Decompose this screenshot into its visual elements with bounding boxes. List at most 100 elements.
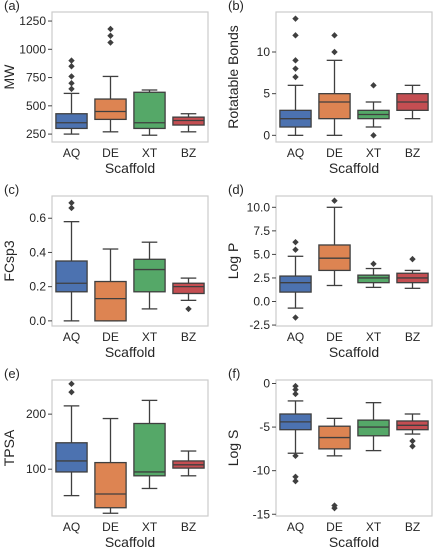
outlier-point xyxy=(107,39,114,46)
y-tick-label: 5.0 xyxy=(253,247,270,261)
y-tick-label: 0 xyxy=(263,128,270,142)
box-bz xyxy=(396,255,429,289)
y-tick-label: 200 xyxy=(26,407,46,421)
outlier-point xyxy=(409,443,416,450)
plot-frame xyxy=(275,11,433,143)
x-tick-label: XT xyxy=(142,146,158,160)
box-iqr xyxy=(55,113,88,130)
plot-frame xyxy=(51,379,209,517)
box-bz xyxy=(396,413,429,450)
x-tick-label: XT xyxy=(142,520,158,534)
outlier-point xyxy=(68,73,75,80)
box-iqr xyxy=(279,275,312,293)
y-tick-label: 0.0 xyxy=(29,314,46,328)
y-tick-label: 5 xyxy=(263,87,270,101)
box-iqr xyxy=(133,258,166,293)
y-tick-label: -10 xyxy=(253,464,271,478)
outlier-point xyxy=(292,386,299,393)
outlier-point xyxy=(292,473,299,480)
outlier-point xyxy=(409,437,416,445)
panel-label: (a) xyxy=(4,0,20,13)
outlier-point xyxy=(331,48,338,56)
x-tick-label: XT xyxy=(142,330,158,344)
y-tick-label: 10 xyxy=(257,45,271,59)
y-tick-label: 2.5 xyxy=(253,271,270,285)
box-de xyxy=(94,417,127,514)
x-axis-label: Scaffold xyxy=(105,534,155,550)
x-tick-label: BZ xyxy=(405,330,420,344)
x-tick-label: AQ xyxy=(63,330,80,344)
plot-frame xyxy=(275,195,433,327)
box-iqr xyxy=(357,419,390,437)
x-tick-label: DE xyxy=(102,520,119,534)
box-iqr xyxy=(55,260,88,293)
outlier-point xyxy=(292,246,299,253)
box-de xyxy=(318,32,351,136)
box-aq xyxy=(279,382,312,485)
y-tick-label: 0.2 xyxy=(29,280,46,294)
panel-3: (c) 0.0 0.2 0.4 0.6 FCsp3 AQ DE XT BZ Scaffold xyxy=(1,182,209,360)
x-axis-label: Scaffold xyxy=(329,534,379,550)
y-tick-label: -2.5 xyxy=(249,318,270,332)
plot-frame xyxy=(51,11,209,143)
box-iqr xyxy=(55,442,88,473)
box-de xyxy=(94,25,127,133)
y-tick-label: 250 xyxy=(26,127,46,141)
y-axis-label: Rotatable Bonds xyxy=(225,25,241,129)
box-aq xyxy=(55,57,88,135)
box-iqr xyxy=(94,280,127,322)
box-de xyxy=(318,197,351,287)
x-tick-label: XT xyxy=(366,146,382,160)
outlier-point xyxy=(68,63,75,70)
box-aq xyxy=(279,238,312,321)
box-xt xyxy=(357,402,390,452)
panel-label: (c) xyxy=(4,182,19,197)
box-xt xyxy=(133,399,166,490)
y-tick-label: 10.0 xyxy=(247,200,271,214)
panel-label: (d) xyxy=(228,182,244,197)
outlier-point xyxy=(68,380,75,388)
box-xt xyxy=(133,241,166,310)
y-tick-label: 0.0 xyxy=(253,295,270,309)
y-tick-label: 0.4 xyxy=(29,245,46,259)
y-axis-label: Log S xyxy=(225,430,241,467)
box-iqr xyxy=(172,282,205,295)
outlier-point xyxy=(370,82,377,89)
outlier-point xyxy=(185,305,192,313)
box-aq xyxy=(279,15,312,136)
y-tick-label: 7.5 xyxy=(253,224,270,238)
y-tick-label: -5 xyxy=(259,420,270,434)
x-tick-label: BZ xyxy=(405,146,420,160)
box-aq xyxy=(55,380,88,497)
box-bz xyxy=(172,450,205,477)
x-tick-label: AQ xyxy=(287,520,304,534)
outlier-point xyxy=(292,314,299,321)
x-tick-label: XT xyxy=(366,520,382,534)
y-axis-label: TPSA xyxy=(1,429,17,466)
y-tick-label: 1000 xyxy=(19,42,46,56)
outlier-point xyxy=(107,32,114,39)
x-tick-label: BZ xyxy=(405,520,420,534)
outlier-point xyxy=(292,382,299,390)
outlier-point xyxy=(331,32,338,39)
x-axis-label: Scaffold xyxy=(329,344,379,360)
y-tick-label: 500 xyxy=(26,99,46,113)
box-aq xyxy=(55,199,88,322)
x-axis-label: Scaffold xyxy=(329,160,379,176)
x-tick-label: DE xyxy=(102,330,119,344)
y-tick-label: 0.6 xyxy=(29,211,46,225)
box-de xyxy=(318,417,351,512)
outlier-point xyxy=(292,238,299,246)
box-iqr xyxy=(94,461,127,509)
y-tick-label: 0 xyxy=(263,376,270,390)
box-bz xyxy=(172,277,205,313)
x-tick-label: AQ xyxy=(287,146,304,160)
outlier-point xyxy=(331,504,338,512)
outlier-point xyxy=(107,25,114,33)
outlier-point xyxy=(292,390,299,398)
outlier-point xyxy=(292,32,299,39)
outlier-point xyxy=(331,197,338,204)
box-iqr xyxy=(357,274,390,284)
panel-5: (e) 100 200 TPSA AQ DE XT BZ Scaffold xyxy=(1,366,209,550)
